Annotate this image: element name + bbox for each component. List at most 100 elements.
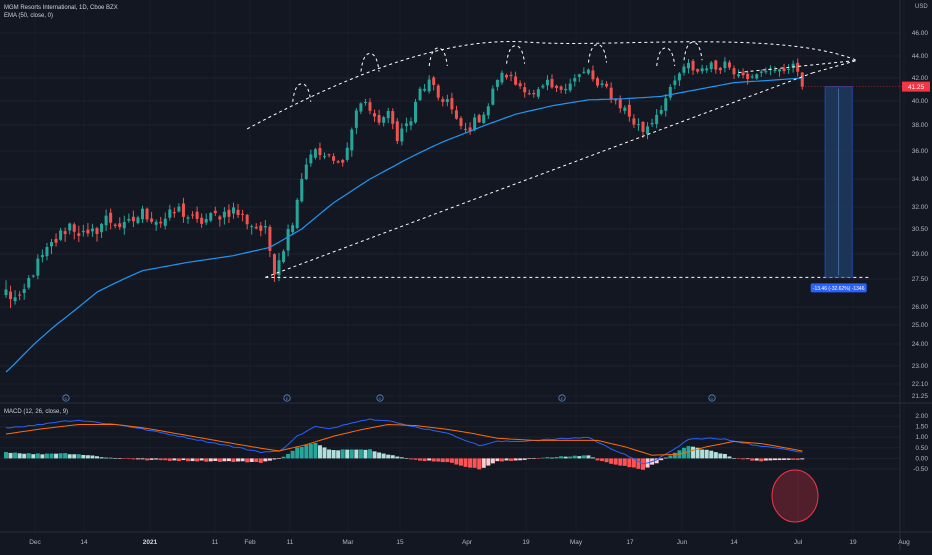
- macd-histogram-bar: [609, 458, 614, 464]
- candle-body: [195, 211, 199, 219]
- candle-body: [363, 102, 367, 104]
- candle-body: [386, 111, 390, 119]
- candle-body: [309, 154, 313, 164]
- candle-body: [63, 231, 67, 235]
- candle-body: [527, 93, 531, 95]
- candle-body: [632, 118, 636, 125]
- candle-body: [545, 79, 549, 86]
- candle-body: [323, 156, 326, 158]
- candle-body: [778, 69, 781, 72]
- macd-histogram-bar: [590, 457, 595, 459]
- candle-body: [441, 99, 445, 102]
- macd-histogram-bar: [263, 458, 268, 462]
- candle-body: [759, 71, 763, 73]
- candle-body: [495, 79, 499, 87]
- macd-histogram-bar: [313, 442, 318, 459]
- candle-body: [677, 73, 681, 81]
- candle-body: [477, 115, 481, 123]
- macd-histogram-bar: [654, 458, 659, 464]
- time-tick: 2021: [143, 539, 158, 546]
- candle-body: [664, 98, 668, 111]
- candle-body: [482, 114, 486, 123]
- macd-histogram-bar: [440, 458, 445, 463]
- macd-histogram-bar: [340, 449, 345, 459]
- macd-histogram-bar: [381, 453, 386, 459]
- macd-histogram-bar: [713, 452, 718, 459]
- price-tick: 26.00: [912, 304, 929, 311]
- macd-histogram-bar: [377, 452, 382, 459]
- macd-histogram-bar: [290, 450, 295, 459]
- candle-body: [382, 117, 386, 123]
- macd-legend[interactable]: MACD (12, 26, close, 9): [4, 409, 69, 415]
- candle-body: [714, 60, 718, 70]
- macd-histogram-bar: [618, 458, 623, 466]
- macd-histogram-bar: [22, 453, 27, 459]
- candle-body: [573, 78, 577, 82]
- macd-histogram-bar: [732, 458, 736, 459]
- macd-histogram-bar: [95, 456, 99, 459]
- macd-histogram-bar: [295, 447, 300, 459]
- candle-body: [136, 217, 140, 224]
- candle-body: [577, 74, 581, 77]
- candle-body: [204, 218, 208, 223]
- price-tick: 24.00: [912, 341, 929, 348]
- candle-body: [213, 210, 217, 214]
- candle-body: [432, 77, 436, 85]
- macd-histogram-bar: [40, 454, 45, 459]
- candle-body: [746, 73, 750, 80]
- candle-body: [627, 104, 631, 117]
- ema-legend[interactable]: EMA (50, close, 0): [4, 13, 54, 19]
- macd-histogram-bar: [459, 458, 463, 466]
- candle-body: [514, 76, 518, 85]
- macd-line: [5, 418, 803, 465]
- candle-body: [245, 214, 249, 225]
- top-bump-arc: [683, 41, 703, 61]
- candle-body: [445, 99, 449, 103]
- candle-body: [541, 85, 545, 88]
- candle-body: [791, 63, 795, 68]
- macd-histogram-bar: [577, 456, 582, 459]
- macd-histogram-bar: [436, 458, 441, 462]
- candle-body: [59, 230, 63, 240]
- time-tick: 19: [849, 539, 857, 546]
- candle-body: [600, 83, 604, 85]
- candle-body: [109, 212, 113, 223]
- candle-body: [773, 70, 777, 72]
- macd-histogram-bar: [672, 452, 677, 459]
- candle-body: [131, 216, 135, 222]
- candle-body: [300, 178, 304, 202]
- candle-body: [40, 255, 44, 258]
- candle-body: [150, 218, 154, 222]
- current-price-label: 41.25: [908, 84, 925, 91]
- candle-body: [259, 225, 263, 231]
- event-marker-circle: [558, 394, 566, 402]
- candle-body: [586, 69, 590, 74]
- price-tick: 34.00: [912, 176, 929, 183]
- macd-histogram-bar: [258, 458, 263, 463]
- candle-body: [209, 213, 213, 221]
- macd-histogram-bar: [486, 458, 491, 466]
- event-marker-circle: [62, 394, 70, 402]
- candle-body: [395, 121, 399, 142]
- macd-histogram-bar: [763, 458, 768, 461]
- macd-histogram-bar: [622, 458, 627, 466]
- macd-histogram-bar: [522, 458, 527, 460]
- candle-body: [555, 85, 559, 89]
- candle-body: [345, 147, 349, 160]
- candle-body: [232, 207, 235, 214]
- candle-body: [13, 297, 17, 302]
- macd-histogram-bar: [117, 458, 122, 459]
- price-axis: 46.00 44.00 42.00 40.00 38.00 36.00 34.00 32.00…: [62, 30, 929, 402]
- candle-body: [18, 294, 22, 296]
- event-marker-circle: [376, 394, 384, 402]
- macd-histogram-bar: [345, 449, 350, 459]
- macd-histogram-bar: [786, 458, 791, 460]
- candle-body: [391, 111, 395, 124]
- candle-body: [673, 80, 677, 85]
- symbol-legend[interactable]: MGM Resorts International, 1D, Cboe BZX: [4, 5, 118, 11]
- macd-histogram-bar: [554, 456, 559, 459]
- macd-histogram-bar: [186, 458, 190, 462]
- candle-body: [95, 228, 99, 234]
